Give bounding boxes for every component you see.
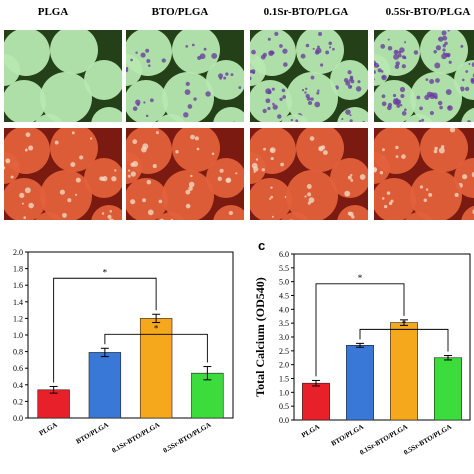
y-tick-label: 1.0 xyxy=(13,331,23,340)
y-tick-label: 0.0 xyxy=(279,416,289,425)
bar xyxy=(37,389,70,419)
y-tick-label: 1.5 xyxy=(279,375,289,384)
micrograph-tile xyxy=(374,30,474,122)
y-tick-label: 4.0 xyxy=(279,305,289,314)
bar xyxy=(88,352,122,419)
x-tick-label: 0.1Sr-BTO/PLGA xyxy=(358,423,409,457)
x-tick-label: BTO/PLGA xyxy=(330,423,365,448)
y-axis-label: Total Calcium (OD540) xyxy=(253,277,267,397)
micrograph-tile xyxy=(126,30,244,122)
significance-star: * xyxy=(402,318,407,328)
y-tick-label: 1.2 xyxy=(13,314,23,323)
y-tick-label: 0.8 xyxy=(13,348,23,357)
y-tick-label: 6.0 xyxy=(279,250,289,259)
y-tick-label: 0.2 xyxy=(13,397,23,406)
x-tick-label: BTO/PLGA xyxy=(75,421,110,446)
bar xyxy=(191,372,224,419)
micrograph-tile xyxy=(126,128,244,220)
x-tick-label: PLGA xyxy=(300,423,321,440)
y-tick-label: 3.0 xyxy=(279,333,289,342)
significance-star: * xyxy=(103,267,108,277)
bar xyxy=(434,357,462,421)
chart-total-calcium: 0.0 0.5 1.0 1.5 2.0 2.5 3.0 3.5 4.0 4.5 5.0 5.5 6.0 T… xyxy=(253,250,471,457)
y-tick-label: 2.5 xyxy=(279,347,289,356)
significance-bracket xyxy=(359,328,449,352)
micrograph-tile xyxy=(250,30,368,122)
significance-star: * xyxy=(154,323,159,333)
y-tick-label: 5.5 xyxy=(279,264,289,273)
y-tick-label: 1.6 xyxy=(13,281,23,290)
bar xyxy=(302,382,330,421)
bar xyxy=(139,318,173,419)
x-tick-label: 0.5Sr-BTO/PLGA xyxy=(162,421,213,455)
column-label-01sr-bto-plga: 0.1Sr-BTO/PLGA xyxy=(263,6,349,18)
column-label-05sr-bto-plga: 0.5Sr-BTO/PLGA xyxy=(385,6,471,18)
micrograph-tile xyxy=(250,128,368,220)
significance-bracket xyxy=(104,333,208,363)
y-tick-label: 0.6 xyxy=(13,364,23,373)
y-tick-label: 3.5 xyxy=(279,319,289,328)
column-label-plga: PLGA xyxy=(37,6,69,18)
significance-star: * xyxy=(358,273,363,283)
bar xyxy=(346,345,374,421)
significance-bracket xyxy=(53,277,157,383)
y-tick-label: 1.4 xyxy=(13,298,23,307)
y-tick-label: 0.4 xyxy=(13,381,23,390)
x-tick-label: 0.5Sr-BTO/PLGA xyxy=(402,423,453,457)
y-tick-label: 5.0 xyxy=(279,278,289,287)
y-tick-label: 2.0 xyxy=(13,248,23,257)
y-tick-label: 2.0 xyxy=(279,361,289,370)
x-tick-label: 0.1Sr-BTO/PLGA xyxy=(110,421,161,455)
y-tick-label: 0.0 xyxy=(13,414,23,423)
y-axis-label: OD405/OD562 xyxy=(0,297,1,372)
y-tick-label: 0.5 xyxy=(279,402,289,411)
y-tick-label: 4.5 xyxy=(279,292,289,301)
panel-letter-c: c xyxy=(258,238,266,253)
y-tick-label: 1.0 xyxy=(279,388,289,397)
chart-od405-od562: 0.0 0.2 0.4 0.6 0.8 1.0 1.2 1.4 1.6 1.8 2.0 OD405/O… xyxy=(0,248,234,455)
significance-bracket xyxy=(315,283,405,377)
bar xyxy=(390,322,418,421)
x-tick-label: PLGA xyxy=(38,421,59,438)
micrograph-tile xyxy=(4,128,122,220)
y-tick-label: 1.8 xyxy=(13,265,23,274)
micrograph-tile xyxy=(4,30,122,122)
micrograph-tile xyxy=(374,128,474,220)
column-label-bto-plga: BTO/PLGA xyxy=(151,6,209,18)
